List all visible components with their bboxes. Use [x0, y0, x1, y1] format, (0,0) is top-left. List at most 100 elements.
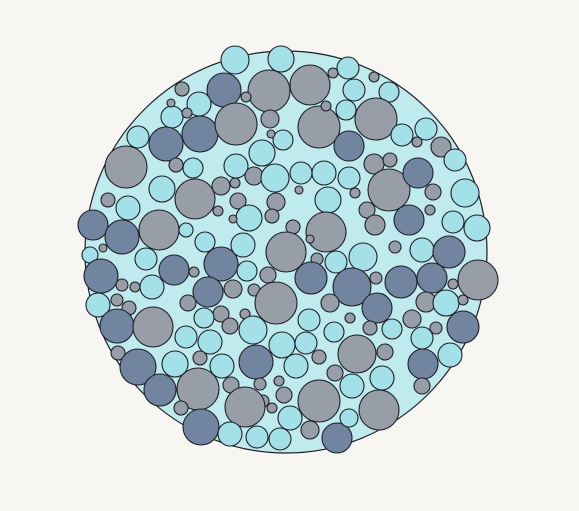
light-blue-circle: [414, 117, 438, 141]
gray-circle: [174, 178, 216, 220]
gray-circle: [297, 379, 341, 423]
light-blue-circle: [463, 214, 491, 242]
light-blue-circle: [194, 231, 216, 253]
gray-circle: [173, 400, 189, 416]
gray-circle: [294, 185, 304, 195]
gray-circle: [253, 377, 267, 391]
slate-blue-circle: [104, 219, 140, 255]
light-blue-circle: [197, 329, 223, 355]
light-blue-circle: [277, 405, 303, 431]
slate-blue-circle: [416, 262, 448, 294]
light-blue-circle: [443, 148, 467, 172]
light-blue-circle: [348, 242, 378, 272]
light-blue-circle: [182, 157, 204, 179]
gray-circle: [424, 183, 442, 201]
gray-circle: [228, 214, 238, 224]
gray-circle: [221, 317, 239, 335]
gray-circle: [98, 243, 108, 253]
slate-blue-circle: [143, 373, 177, 407]
slate-blue-circle: [407, 348, 439, 380]
gray-circle: [174, 81, 190, 97]
slate-blue-circle: [333, 130, 365, 162]
gray-circle: [273, 375, 285, 387]
slate-blue-circle: [99, 308, 135, 344]
light-blue-circle: [160, 105, 184, 129]
light-blue-circle: [297, 308, 321, 332]
gray-circle: [192, 350, 208, 366]
gray-circle: [326, 364, 344, 382]
gray-circle: [457, 294, 469, 306]
gray-circle: [388, 240, 402, 254]
gray-circle: [402, 309, 422, 329]
slate-blue-circle: [238, 344, 274, 380]
light-blue-circle: [311, 160, 337, 186]
light-blue-circle: [126, 125, 150, 149]
gray-circle: [100, 192, 116, 208]
gray-circle: [266, 192, 286, 212]
light-blue-circle: [432, 289, 460, 317]
light-blue-circle: [260, 163, 290, 193]
packed-circles-group: [77, 45, 499, 454]
light-blue-circle: [381, 318, 403, 340]
light-blue-circle: [339, 408, 359, 428]
light-blue-circle: [450, 178, 480, 208]
gray-circle: [266, 129, 276, 139]
slate-blue-circle: [393, 204, 425, 236]
gray-circle: [188, 266, 200, 278]
light-blue-circle: [193, 307, 215, 329]
gray-circle: [138, 209, 180, 251]
gray-circle: [266, 402, 278, 414]
light-blue-circle: [390, 123, 414, 147]
gray-circle: [132, 306, 174, 348]
slate-blue-circle: [83, 258, 119, 294]
light-blue-circle: [272, 129, 294, 151]
light-blue-circle: [134, 247, 158, 271]
gray-circle: [247, 69, 291, 113]
gray-circle: [457, 259, 499, 301]
gray-circle: [179, 294, 197, 312]
gray-circle: [115, 278, 129, 292]
slate-blue-circle: [203, 246, 239, 282]
slate-blue-circle: [332, 267, 372, 307]
slate-blue-circle: [432, 235, 466, 269]
gray-circle: [259, 266, 277, 284]
light-blue-circle: [248, 139, 276, 167]
gray-circle: [129, 281, 141, 293]
light-blue-circle: [209, 353, 235, 379]
gray-circle: [166, 98, 176, 108]
light-blue-circle: [283, 353, 309, 379]
gray-circle: [337, 334, 377, 374]
light-blue-circle: [294, 331, 318, 355]
gray-circle: [327, 67, 339, 79]
slate-blue-circle: [361, 292, 393, 324]
gray-circle: [411, 136, 423, 148]
gray-circle: [349, 187, 361, 199]
light-blue-circle: [437, 342, 463, 368]
slate-blue-circle: [119, 348, 157, 386]
light-blue-circle: [148, 175, 176, 203]
slate-blue-circle: [384, 265, 418, 299]
gray-circle: [240, 91, 252, 103]
slate-blue-circle: [77, 209, 109, 241]
gray-circle: [354, 97, 398, 141]
gray-circle: [229, 177, 241, 189]
gray-circle: [110, 293, 124, 307]
slate-blue-circle: [294, 261, 328, 295]
light-blue-circle: [336, 56, 360, 80]
gray-circle: [364, 214, 386, 236]
slate-blue-circle: [206, 72, 242, 108]
gray-circle: [104, 145, 148, 189]
light-blue-circle: [410, 326, 434, 350]
gray-circle: [358, 201, 376, 219]
gray-circle: [358, 389, 400, 431]
gray-circle: [300, 420, 320, 440]
gray-circle: [260, 109, 280, 129]
slate-blue-circle: [182, 408, 220, 446]
gray-circle: [264, 208, 280, 224]
gray-circle: [110, 345, 126, 361]
light-blue-circle: [289, 161, 313, 185]
light-blue-circle: [115, 195, 141, 221]
light-blue-circle: [220, 45, 250, 75]
light-blue-circle: [337, 166, 361, 190]
gray-circle: [367, 168, 411, 212]
